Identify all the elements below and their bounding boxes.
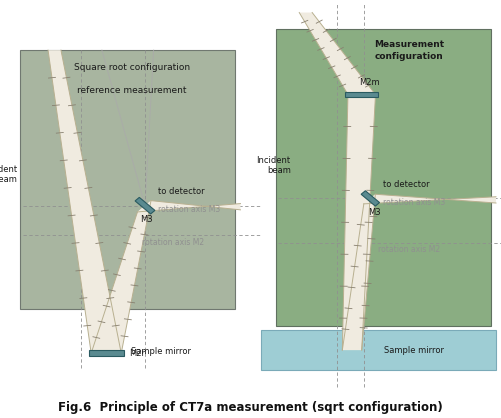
Bar: [20, 50, 235, 309]
Bar: [89, 350, 124, 356]
Text: Sample mirror: Sample mirror: [384, 346, 443, 354]
Text: to detector: to detector: [383, 180, 429, 189]
Text: M3: M3: [140, 215, 153, 224]
Text: rotation axis M2: rotation axis M2: [378, 245, 440, 254]
Text: Sample mirror: Sample mirror: [131, 347, 191, 356]
Text: rotation axis M2: rotation axis M2: [142, 237, 204, 247]
Text: Incident
beam: Incident beam: [257, 156, 291, 176]
Text: M2m: M2m: [359, 78, 380, 87]
Polygon shape: [342, 94, 376, 350]
Polygon shape: [48, 50, 121, 353]
Text: M3: M3: [368, 208, 380, 217]
Polygon shape: [135, 197, 155, 214]
Text: Incident
beam: Incident beam: [0, 165, 18, 184]
Text: Fig.6  Principle of CT7a measurement (sqrt configuration): Fig.6 Principle of CT7a measurement (sqr…: [58, 401, 443, 414]
Polygon shape: [137, 201, 240, 212]
Bar: [276, 29, 491, 326]
Bar: [261, 330, 496, 370]
Polygon shape: [299, 13, 376, 94]
Text: rotation axis M3: rotation axis M3: [157, 205, 220, 214]
Polygon shape: [364, 194, 496, 204]
Text: M2r: M2r: [129, 349, 145, 358]
Bar: [346, 92, 378, 97]
Polygon shape: [342, 194, 375, 350]
Polygon shape: [91, 201, 151, 353]
Text: reference measurement: reference measurement: [77, 86, 187, 95]
Text: Measurement
configuration: Measurement configuration: [374, 40, 444, 61]
Text: to detector: to detector: [157, 187, 204, 196]
Polygon shape: [361, 191, 380, 206]
Text: rotation axis M3: rotation axis M3: [383, 198, 445, 207]
Text: Square root configuration: Square root configuration: [74, 63, 190, 72]
